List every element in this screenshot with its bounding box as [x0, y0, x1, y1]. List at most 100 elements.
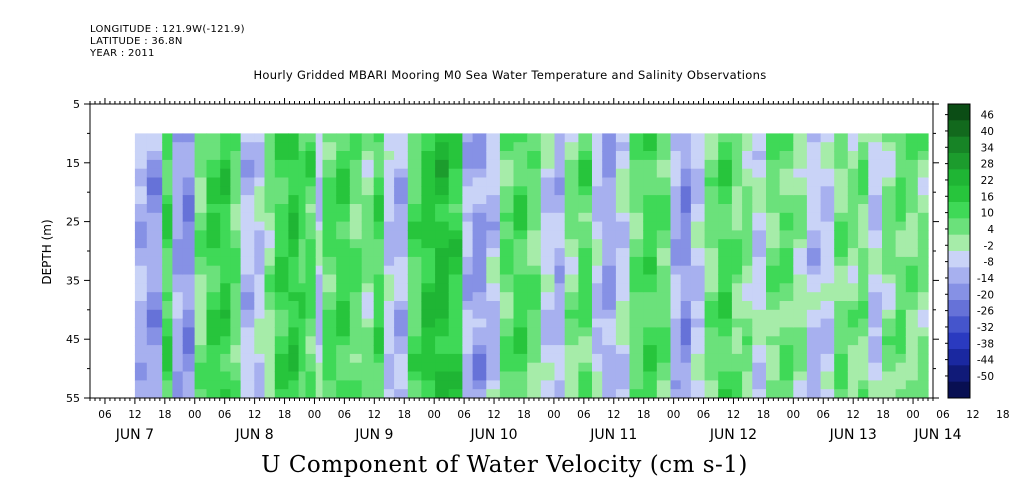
- heatmap-cell: [336, 345, 351, 355]
- heatmap-cell: [315, 265, 324, 276]
- heatmap-cell: [134, 265, 148, 276]
- heatmap-cell: [578, 212, 593, 223]
- heatmap-cell: [742, 195, 753, 205]
- heatmap-cell: [905, 239, 919, 249]
- heatmap-cell: [527, 221, 542, 231]
- heatmap-cell: [690, 133, 706, 143]
- heatmap-cell: [868, 345, 883, 355]
- heatmap-cell: [146, 212, 163, 223]
- heatmap-cell: [766, 195, 781, 205]
- heatmap-cell: [220, 301, 231, 311]
- heatmap-cell: [742, 239, 753, 249]
- heatmap-cell: [383, 318, 395, 328]
- heatmap-cell: [336, 327, 351, 337]
- heatmap-cell: [766, 239, 781, 249]
- heatmap-cell: [858, 336, 869, 346]
- heatmap-cell: [206, 345, 221, 355]
- heatmap-cell: [472, 345, 487, 355]
- heatmap-cell: [162, 318, 173, 328]
- heatmap-cell: [146, 168, 163, 179]
- heatmap-cell: [704, 353, 719, 364]
- heatmap-cell: [513, 362, 528, 373]
- heatmap-cell: [172, 142, 184, 152]
- heatmap-cell: [917, 204, 929, 214]
- heatmap-cell: [704, 248, 719, 258]
- x-hour-label: 12: [368, 409, 381, 421]
- colorbar-swatch: [948, 169, 970, 187]
- heatmap-cell: [643, 318, 658, 328]
- heatmap-cell: [274, 159, 289, 170]
- heatmap-cell: [448, 301, 463, 311]
- heatmap-cell: [264, 195, 276, 205]
- heatmap-cell: [394, 309, 409, 320]
- heatmap-cell: [288, 309, 300, 320]
- heatmap-cell: [361, 221, 375, 231]
- heatmap-cell: [868, 239, 883, 249]
- heatmap-cell: [394, 380, 409, 390]
- heatmap-cell: [680, 256, 692, 267]
- heatmap-cell: [718, 318, 733, 328]
- heatmap-cell: [602, 389, 617, 398]
- heatmap-cell: [564, 204, 579, 214]
- heatmap-cell: [868, 151, 883, 161]
- heatmap-cell: [305, 221, 317, 231]
- heatmap-cell: [592, 336, 603, 346]
- heatmap-cell: [394, 195, 409, 205]
- heatmap-cell: [540, 292, 555, 302]
- heatmap-cell: [882, 239, 897, 249]
- x-hour-label: 06: [577, 409, 591, 421]
- heatmap-cell: [905, 265, 919, 276]
- heatmap-cell: [322, 212, 337, 223]
- heatmap-cell: [349, 151, 363, 161]
- heatmap-cell: [704, 301, 719, 311]
- heatmap-cell: [407, 292, 422, 302]
- heatmap-cell: [407, 177, 422, 187]
- heatmap-cell: [486, 230, 501, 240]
- heatmap-cell: [704, 336, 719, 346]
- heatmap-cell: [564, 186, 579, 196]
- heatmap-cell: [602, 318, 617, 328]
- heatmap-cell: [315, 204, 324, 214]
- heatmap-cell: [274, 186, 289, 196]
- heatmap-cell: [373, 195, 385, 205]
- heatmap-cell: [305, 239, 317, 249]
- heatmap-cell: [134, 186, 148, 196]
- heatmap-cell: [486, 371, 501, 381]
- heatmap-cell: [240, 309, 255, 320]
- heatmap-cell: [336, 133, 351, 143]
- heatmap-cell: [670, 186, 682, 196]
- heatmap-cell: [254, 221, 266, 231]
- heatmap-cell: [336, 239, 351, 249]
- heatmap-cell: [793, 318, 808, 328]
- heatmap-cell: [220, 256, 231, 267]
- heatmap-cell: [336, 151, 351, 161]
- heatmap-cell: [240, 292, 255, 302]
- heatmap-cell: [779, 353, 794, 364]
- heatmap-cell: [383, 389, 395, 398]
- heatmap-cell: [731, 362, 743, 373]
- heatmap-cell: [172, 230, 184, 240]
- heatmap-cell: [206, 133, 221, 143]
- heatmap-cell: [554, 256, 566, 267]
- heatmap-cell: [578, 256, 593, 267]
- heatmap-cell: [834, 301, 849, 311]
- heatmap-cell: [394, 248, 409, 258]
- heatmap-cell: [146, 230, 163, 240]
- heatmap-cell: [731, 248, 743, 258]
- heatmap-cell: [779, 239, 794, 249]
- x-date-label: JUN 14: [913, 427, 961, 443]
- heatmap-cell: [806, 256, 822, 267]
- heatmap-cell: [435, 239, 450, 249]
- heatmap-cell: [718, 336, 733, 346]
- heatmap-cell: [690, 265, 706, 276]
- heatmap-cell: [806, 336, 822, 346]
- heatmap-cell: [704, 186, 719, 196]
- heatmap-cell: [592, 159, 603, 170]
- heatmap-cell: [602, 301, 617, 311]
- heatmap-cell: [462, 362, 474, 373]
- heatmap-cell: [254, 151, 266, 161]
- heatmap-cell: [305, 327, 317, 337]
- heatmap-cell: [448, 309, 463, 320]
- heatmap-cell: [820, 353, 835, 364]
- heatmap-cell: [240, 256, 255, 267]
